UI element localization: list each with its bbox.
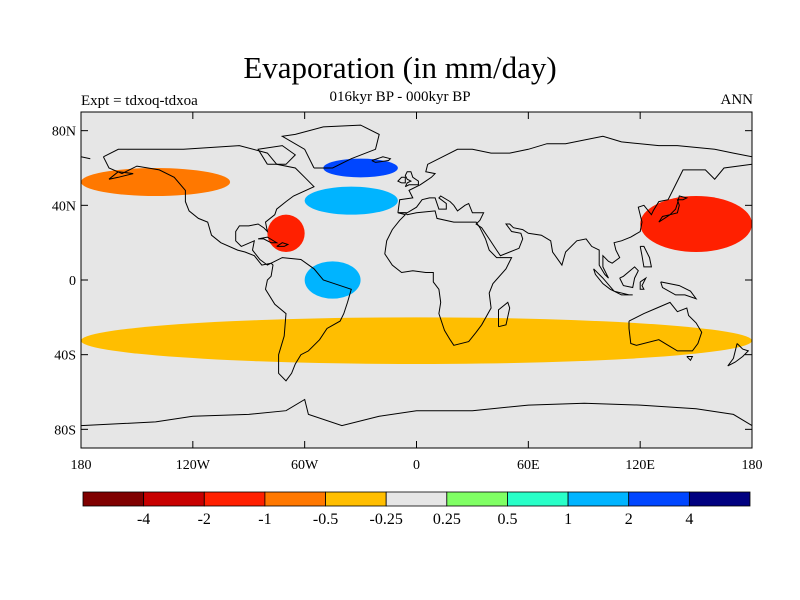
colorbar-swatch-7 — [507, 491, 569, 507]
colorbar-swatch-4 — [325, 491, 387, 507]
lon-tick-label: 180 — [71, 458, 92, 473]
anomaly-region-5 — [304, 261, 361, 299]
anomaly-region-4 — [267, 214, 305, 252]
colorbar-swatch-5 — [385, 491, 448, 507]
coastline-24 — [257, 145, 297, 165]
colorbar-label: 4 — [685, 511, 693, 528]
colorbar-swatch-9 — [628, 491, 690, 507]
coastline-21 — [258, 236, 279, 244]
coastline-2 — [280, 124, 380, 169]
coastline-15 — [593, 268, 615, 292]
colorbar-label: 1 — [564, 511, 572, 528]
coastline-5 — [397, 163, 752, 279]
coastline-8 — [628, 301, 703, 352]
coastline-3 — [397, 135, 752, 213]
colorbar: -4 -2 -1 -0.5 -0.25 0.25 0.5 1 2 4 — [82, 491, 751, 528]
colorbar-swatch-3 — [264, 491, 326, 507]
coastline-25 — [81, 398, 752, 427]
lon-tick-label: 180 — [742, 458, 763, 473]
lon-tick-label: 120W — [176, 458, 211, 473]
map-subtitle: 016kyr BP - 000kyr BP — [329, 89, 471, 105]
coastline-20 — [639, 245, 653, 268]
coastline-19 — [660, 281, 698, 300]
colorbar-label: 0.5 — [497, 511, 517, 528]
anomaly-region-3 — [640, 196, 752, 252]
anomaly-field — [81, 158, 752, 364]
coastline-10 — [727, 343, 750, 367]
anomaly-region-2 — [323, 158, 398, 178]
colorbar-swatch-8 — [567, 491, 630, 507]
lat-tick-label: 80N — [52, 125, 76, 140]
coastline-4 — [81, 156, 91, 160]
anomaly-region-1 — [304, 186, 398, 215]
lon-tick-label: 60W — [291, 458, 319, 473]
coastline-18 — [639, 276, 648, 290]
lat-tick-label: 40N — [52, 199, 76, 214]
coastline-17 — [619, 266, 639, 289]
season-label: ANN — [720, 92, 754, 108]
colorbar-swatch-1 — [143, 491, 205, 507]
lat-tick-label: 40S — [54, 349, 76, 364]
colorbar-label: -4 — [137, 511, 150, 528]
colorbar-swatch-10 — [688, 491, 751, 507]
lat-tick-label: 0 — [69, 274, 76, 289]
map-background — [81, 112, 752, 448]
colorbar-label: -0.5 — [313, 511, 338, 528]
coastline-11 — [658, 195, 689, 223]
coastline-6 — [384, 210, 513, 346]
colorbar-label: -1 — [258, 511, 271, 528]
lon-tick-label: 0 — [413, 458, 420, 473]
colorbar-swatch-0 — [82, 491, 145, 507]
coastline-13 — [397, 176, 406, 184]
coastline-9 — [686, 356, 694, 362]
lat-tick-label: 80S — [54, 423, 76, 438]
colorbar-label: 2 — [625, 511, 633, 528]
anomaly-region-6 — [81, 317, 752, 364]
coastline-22 — [276, 242, 290, 247]
lon-tick-label: 120E — [625, 458, 655, 473]
colorbar-swatch-2 — [203, 491, 266, 507]
map-plot — [81, 112, 752, 448]
colorbar-swatch-6 — [446, 491, 508, 507]
colorbar-label: -2 — [198, 511, 211, 528]
coastline-1 — [264, 257, 352, 382]
lon-tick-label: 60E — [517, 458, 540, 473]
colorbar-label: 0.25 — [433, 511, 461, 528]
coastline-14 — [371, 156, 392, 163]
coastline-23 — [108, 171, 134, 180]
anomaly-region-0 — [81, 168, 231, 196]
axis-ticks: 80N 40N 0 40S 80S 180 120W 60W 0 60E 120E 180 — [52, 112, 763, 473]
coastline-7 — [498, 301, 511, 328]
coastline-16 — [613, 290, 633, 296]
coastline-12 — [404, 171, 419, 188]
map-title: Evaporation (in mm/day) — [243, 50, 557, 85]
coastline-0 — [102, 145, 315, 266]
experiment-label: Expt = tdxoq-tdxoa — [81, 93, 198, 109]
colorbar-label: -0.25 — [370, 511, 403, 528]
coastlines — [81, 124, 752, 427]
